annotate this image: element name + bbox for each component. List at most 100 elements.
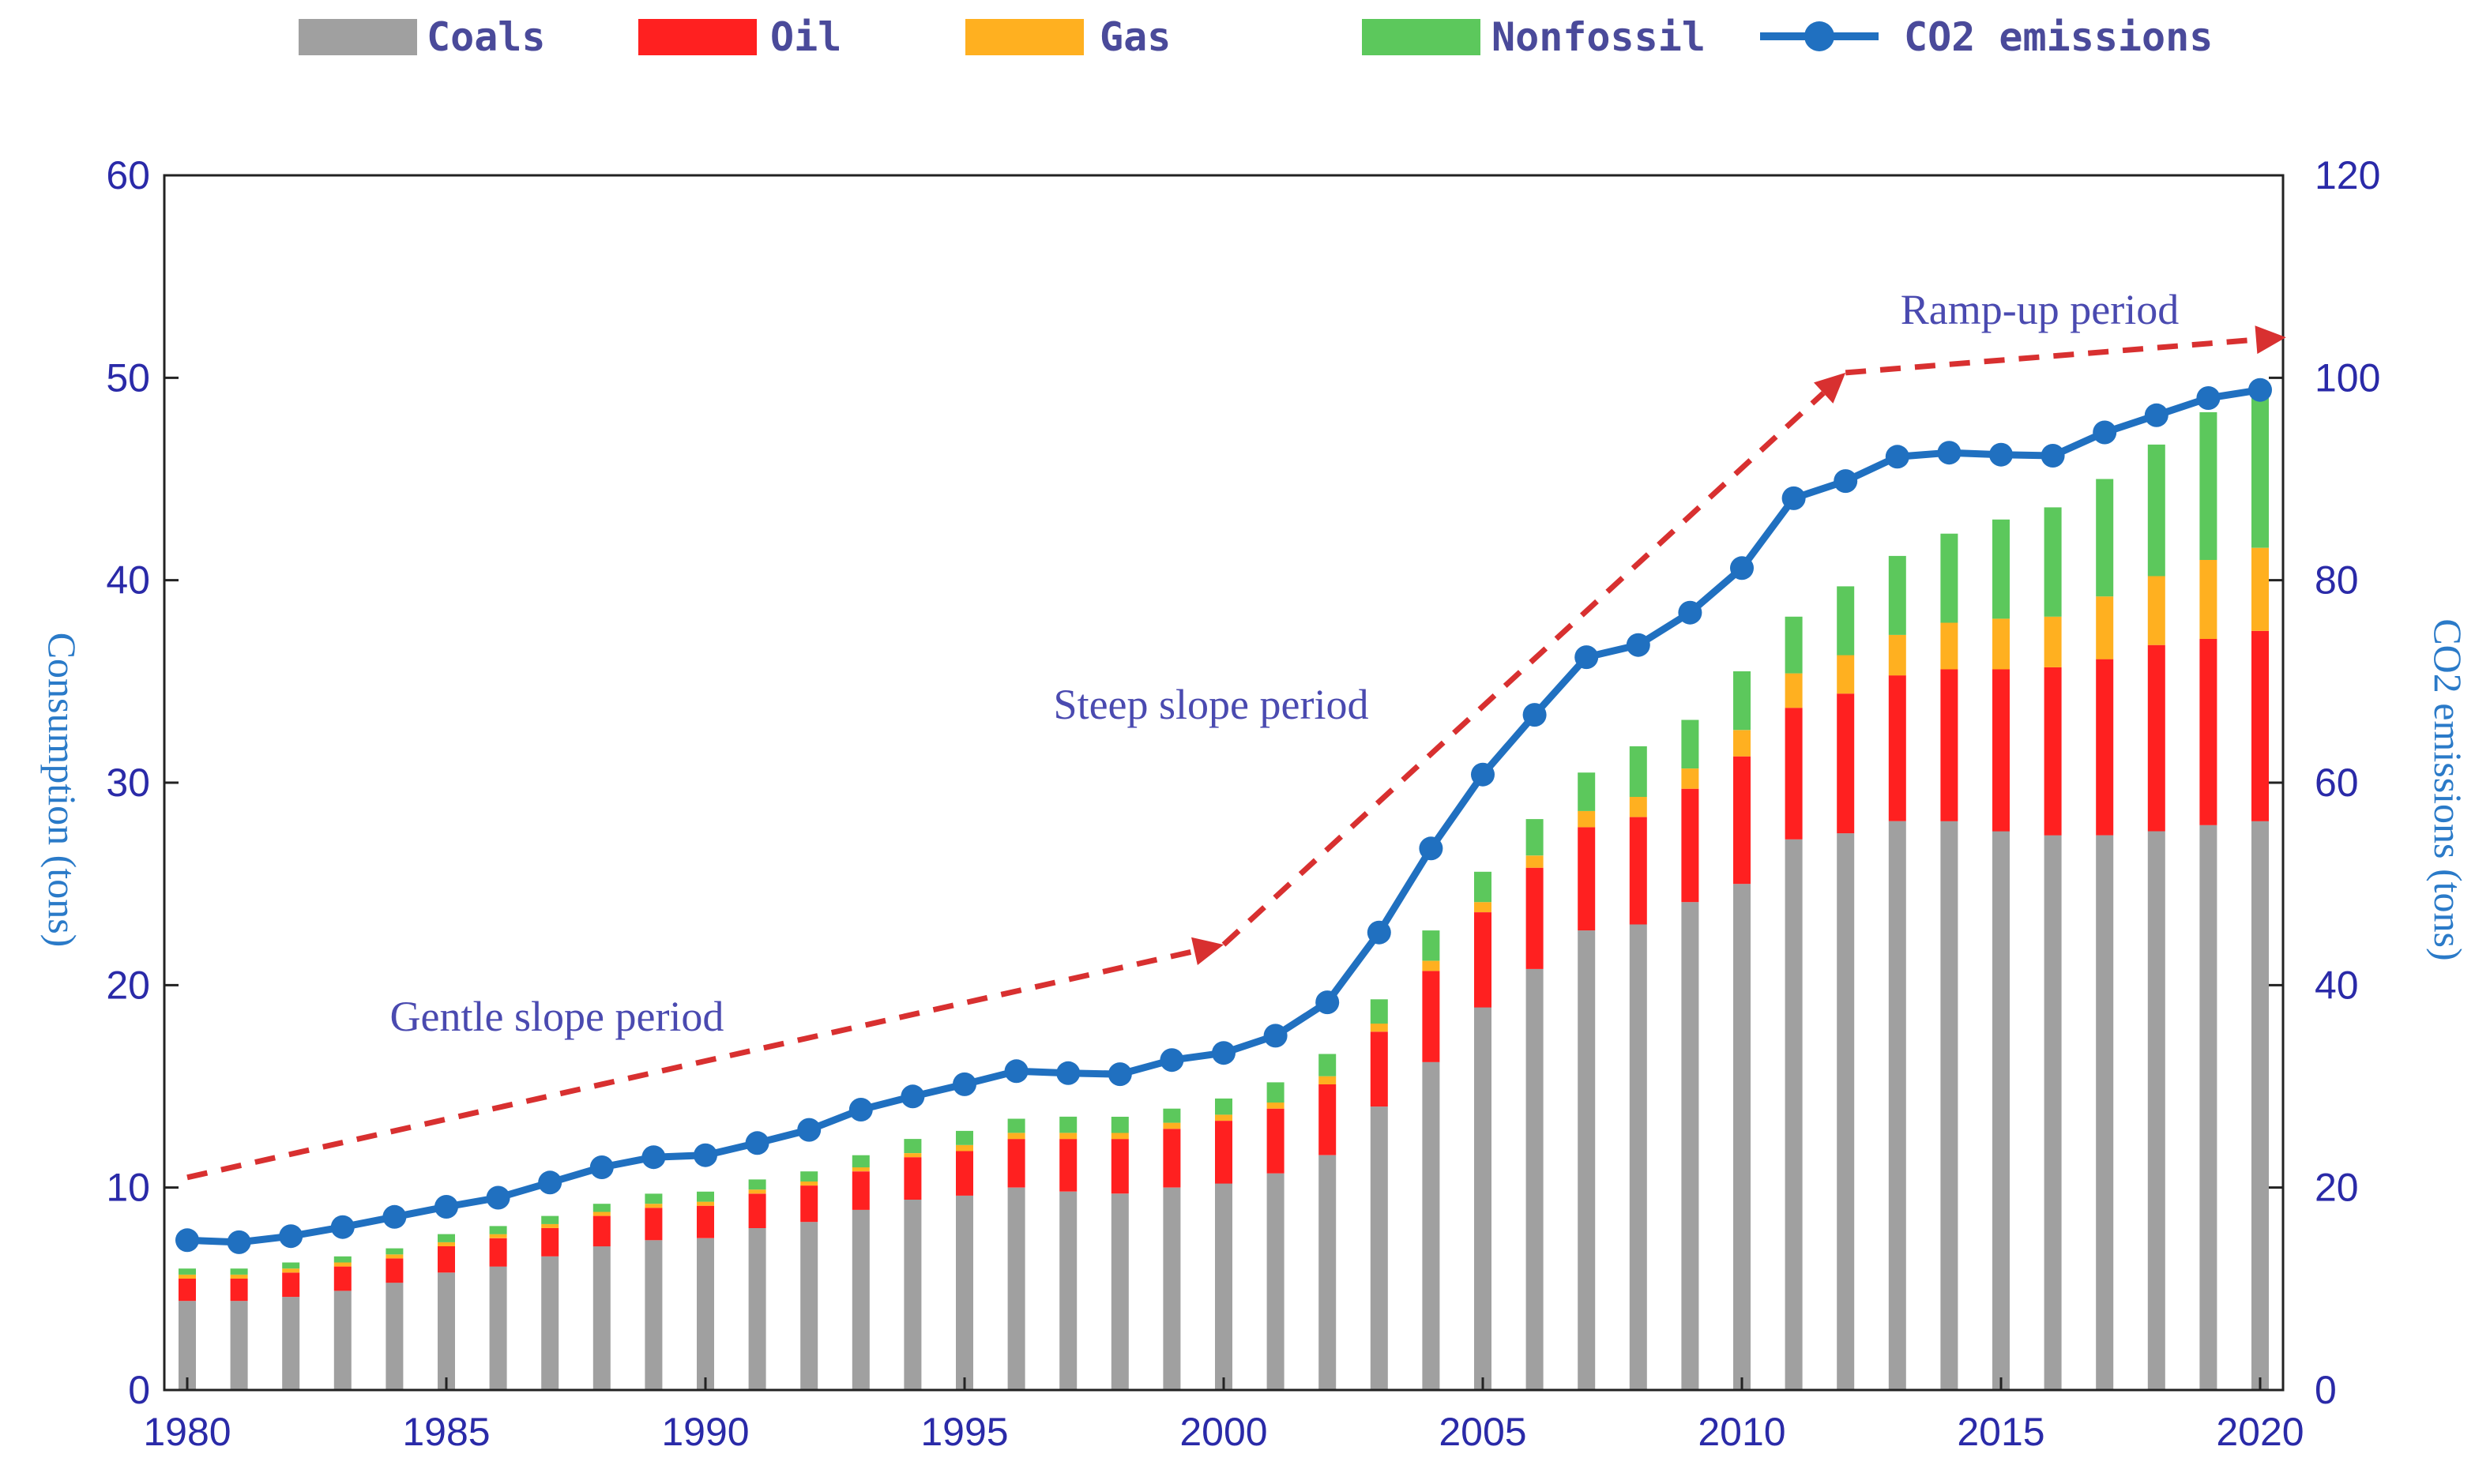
legend-swatch-coals: [299, 19, 417, 55]
y-tick-label-right-60: 60: [2315, 761, 2359, 805]
co2-point-1986: [486, 1185, 510, 1210]
bar-oil-2000: [1215, 1121, 1232, 1184]
bar-gas-2004: [1422, 960, 1440, 971]
bar-coals-2015: [1992, 831, 2010, 1390]
y-tick-label-left-30: 30: [106, 761, 150, 805]
co2-point-1996: [1004, 1059, 1029, 1084]
bar-oil-2019: [2199, 639, 2217, 825]
trend-arrow-3: [1845, 336, 2257, 376]
bar-oil-1981: [230, 1279, 248, 1302]
bar-oil-1997: [1059, 1139, 1078, 1192]
co2-point-1984: [382, 1204, 407, 1229]
y-tick-label-left-20: 20: [106, 963, 150, 1007]
bar-nonfossil-2003: [1370, 999, 1388, 1024]
bar-oil-1996: [1007, 1139, 1025, 1188]
legend-label-gas: Gas: [1100, 14, 1171, 60]
y-axis-title-right: CO2 emissions (tons): [2426, 618, 2470, 960]
bar-gas-2017: [2096, 596, 2114, 659]
bar-oil-2017: [2096, 659, 2114, 836]
bar-coals-2011: [1785, 839, 1803, 1390]
bar-coals-2020: [2251, 821, 2269, 1390]
bar-oil-2002: [1318, 1084, 1337, 1155]
bar-gas-1982: [282, 1268, 300, 1273]
bar-oil-2018: [2147, 644, 2165, 832]
bar-nonfossil-1988: [592, 1204, 611, 1212]
bar-coals-2019: [2199, 825, 2217, 1390]
y-tick-label-right-0: 0: [2315, 1368, 2337, 1412]
bar-oil-2005: [1474, 912, 1491, 1008]
bar-coals-1990: [697, 1238, 714, 1391]
bar-oil-1984: [386, 1258, 404, 1283]
y-tick-label-left-60: 60: [106, 153, 150, 197]
bar-oil-1998: [1111, 1139, 1129, 1194]
bar-nonfossil-1987: [541, 1215, 559, 1224]
legend-swatch-nonfossil: [1362, 19, 1480, 55]
co2-point-2013: [1885, 445, 1909, 469]
co2-point-2004: [1419, 836, 1443, 861]
co2-point-1993: [848, 1098, 873, 1121]
bar-nonfossil-2001: [1266, 1082, 1285, 1103]
bar-coals-1994: [904, 1200, 922, 1390]
bar-oil-1994: [904, 1157, 922, 1200]
bar-nonfossil-1990: [697, 1191, 714, 1202]
bar-coals-1992: [800, 1222, 818, 1390]
bar-coals-2007: [1578, 930, 1596, 1390]
bar-gas-2020: [2251, 547, 2269, 631]
bar-oil-1988: [592, 1215, 611, 1247]
bar-coals-2010: [1733, 884, 1751, 1390]
co2-point-1997: [1056, 1061, 1081, 1085]
bar-gas-2012: [1837, 655, 1855, 694]
trend-arrow-head-1: [1191, 937, 1224, 965]
bar-coals-2003: [1370, 1106, 1388, 1390]
bar-oil-1992: [800, 1185, 818, 1223]
bar-oil-2008: [1629, 817, 1647, 925]
bar-gas-2015: [1992, 618, 2010, 670]
bar-nonfossil-2002: [1318, 1054, 1337, 1076]
bar-oil-2013: [1888, 675, 1906, 821]
bar-nonfossil-1994: [904, 1139, 922, 1153]
bar-gas-1989: [645, 1204, 663, 1208]
bar-gas-2013: [1888, 634, 1906, 676]
bar-gas-1993: [852, 1167, 870, 1172]
legend-swatch-gas: [965, 19, 1084, 55]
bar-gas-1998: [1111, 1133, 1129, 1140]
bar-nonfossil-2020: [2251, 389, 2269, 548]
bar-oil-1983: [333, 1266, 352, 1291]
x-tick-label-1995: 1995: [920, 1410, 1008, 1454]
trend-arrow-2: [1221, 391, 1826, 947]
bar-coals-1987: [541, 1256, 559, 1390]
legend-marker-co2: [1804, 21, 1834, 51]
bar-nonfossil-1983: [333, 1256, 352, 1263]
x-tick-label-1980: 1980: [143, 1410, 231, 1454]
bar-coals-1996: [1007, 1187, 1025, 1390]
bar-nonfossil-2000: [1215, 1098, 1232, 1115]
bar-coals-1989: [645, 1240, 663, 1390]
co2-point-2020: [2248, 378, 2272, 402]
co2-point-2015: [1989, 442, 2013, 467]
bar-coals-1985: [438, 1272, 455, 1390]
y-axis-title-left: Consumption (tons): [40, 633, 85, 948]
bar-oil-1985: [438, 1246, 455, 1273]
bar-coals-2013: [1888, 821, 1906, 1390]
co2-point-2016: [2041, 444, 2065, 468]
co2-point-1998: [1108, 1062, 1132, 1087]
co2-point-1980: [175, 1228, 199, 1253]
bar-coals-2014: [1940, 821, 1958, 1390]
bar-gas-2002: [1318, 1076, 1337, 1084]
trend-arrow-head-3: [2255, 325, 2286, 355]
co2-point-2012: [1834, 469, 1858, 494]
bar-nonfossil-1986: [489, 1226, 507, 1234]
co2-point-2011: [1781, 486, 1806, 510]
bar-nonfossil-1985: [438, 1234, 455, 1242]
bar-oil-1982: [282, 1272, 300, 1298]
bar-gas-1984: [386, 1254, 404, 1259]
bar-gas-2008: [1629, 796, 1647, 817]
bar-gas-2010: [1733, 730, 1751, 757]
bar-nonfossil-1980: [179, 1268, 196, 1275]
bar-nonfossil-2017: [2096, 479, 2114, 597]
bar-gas-1999: [1163, 1122, 1181, 1129]
bar-coals-1999: [1163, 1187, 1181, 1390]
co2-point-2009: [1678, 600, 1702, 625]
annotation-gentle-slope-period: Gentle slope period: [390, 993, 724, 1040]
bar-nonfossil-2004: [1422, 930, 1440, 961]
